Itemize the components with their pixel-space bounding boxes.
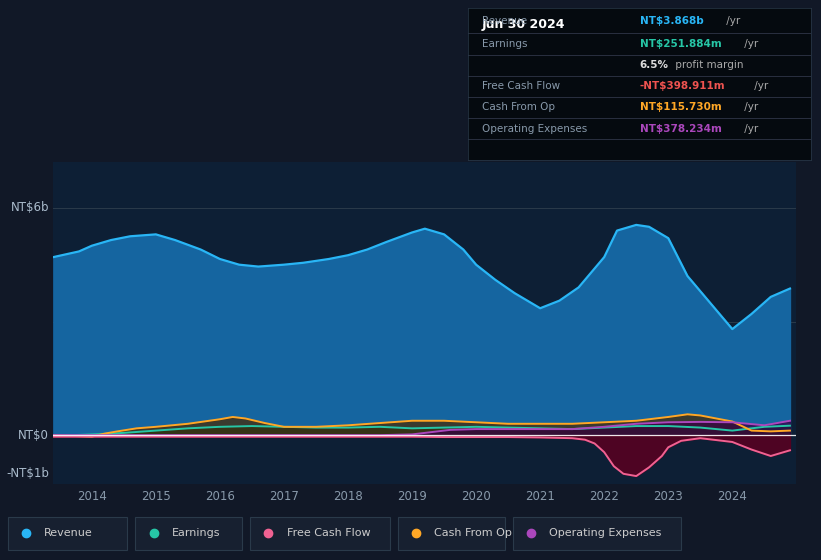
Text: NT$115.730m: NT$115.730m bbox=[640, 102, 722, 113]
FancyBboxPatch shape bbox=[8, 517, 127, 550]
Text: NT$251.884m: NT$251.884m bbox=[640, 39, 722, 49]
FancyBboxPatch shape bbox=[250, 517, 390, 550]
Text: Jun 30 2024: Jun 30 2024 bbox=[482, 18, 565, 31]
Text: /yr: /yr bbox=[723, 16, 741, 26]
Text: Free Cash Flow: Free Cash Flow bbox=[482, 81, 560, 91]
Text: NT$0: NT$0 bbox=[18, 428, 49, 442]
Text: NT$3.868b: NT$3.868b bbox=[640, 16, 704, 26]
Text: NT$378.234m: NT$378.234m bbox=[640, 124, 722, 134]
Text: /yr: /yr bbox=[741, 124, 759, 134]
Text: -NT$398.911m: -NT$398.911m bbox=[640, 81, 725, 91]
Text: Revenue: Revenue bbox=[482, 16, 527, 26]
Text: -NT$1b: -NT$1b bbox=[6, 466, 49, 479]
Text: Earnings: Earnings bbox=[172, 529, 220, 538]
Text: Cash From Op: Cash From Op bbox=[482, 102, 555, 113]
Text: profit margin: profit margin bbox=[672, 60, 744, 70]
Text: NT$6b: NT$6b bbox=[11, 202, 49, 214]
Text: 6.5%: 6.5% bbox=[640, 60, 668, 70]
Text: /yr: /yr bbox=[741, 102, 759, 113]
Text: Free Cash Flow: Free Cash Flow bbox=[287, 529, 370, 538]
Text: Operating Expenses: Operating Expenses bbox=[549, 529, 662, 538]
Text: Revenue: Revenue bbox=[44, 529, 93, 538]
Text: Earnings: Earnings bbox=[482, 39, 527, 49]
FancyBboxPatch shape bbox=[135, 517, 242, 550]
FancyBboxPatch shape bbox=[513, 517, 681, 550]
Text: Cash From Op: Cash From Op bbox=[434, 529, 512, 538]
FancyBboxPatch shape bbox=[398, 517, 505, 550]
Text: /yr: /yr bbox=[750, 81, 768, 91]
Text: Operating Expenses: Operating Expenses bbox=[482, 124, 587, 134]
Text: /yr: /yr bbox=[741, 39, 759, 49]
